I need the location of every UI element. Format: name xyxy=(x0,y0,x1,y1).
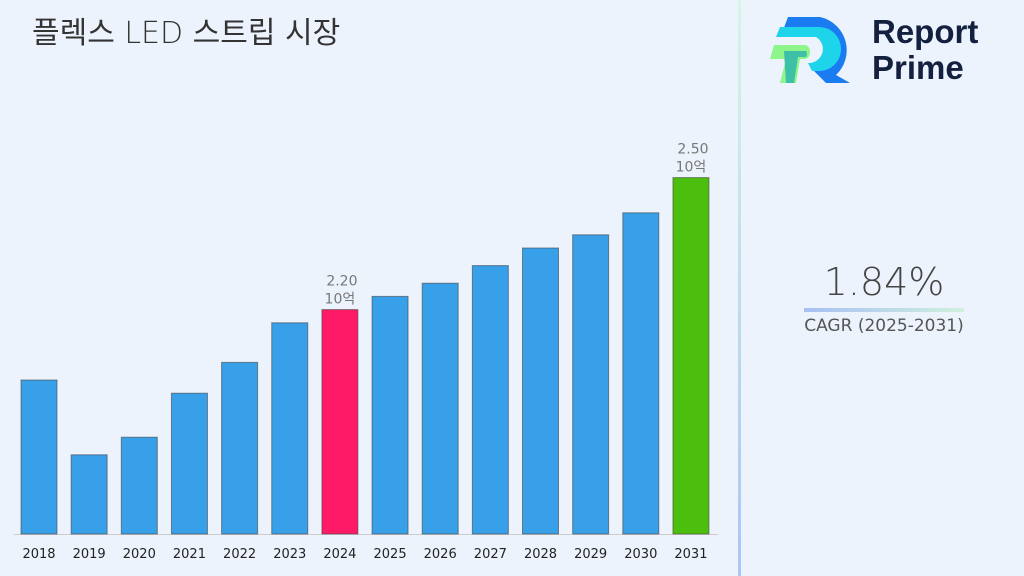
x-tick-label: 2021 xyxy=(173,547,206,562)
x-tick-label: 2027 xyxy=(474,547,507,562)
cagr-value: 1.84% xyxy=(823,260,945,304)
bar-2021 xyxy=(170,392,208,535)
bar-2028 xyxy=(522,247,559,535)
logo-line1: Report xyxy=(872,13,979,50)
x-tick-label: 2018 xyxy=(22,547,55,562)
logo-text: Report Prime xyxy=(872,14,978,86)
x-tick-label: 2023 xyxy=(273,547,306,562)
chart-title: 플렉스 LED 스트립 시장 xyxy=(32,16,341,51)
logo-line2: Prime xyxy=(872,49,964,86)
x-tick-label: 2029 xyxy=(574,547,607,562)
x-tick-label: 2024 xyxy=(323,547,356,562)
data-label-unit: 10억 xyxy=(325,292,356,308)
x-tick-label: 2031 xyxy=(674,547,707,562)
x-tick-label: 2030 xyxy=(624,547,657,562)
bar-2025 xyxy=(371,295,409,535)
bar-2024 xyxy=(321,309,359,535)
data-label-value: 2.20 xyxy=(326,274,357,290)
bar-2019 xyxy=(70,454,108,535)
bar-2030 xyxy=(622,212,660,535)
bar-2020 xyxy=(120,436,158,535)
x-tick-label: 2019 xyxy=(73,547,106,562)
bar-2022 xyxy=(221,361,259,535)
cagr-label: CAGR (2025-2031) xyxy=(804,316,964,336)
report-prime-logo-icon xyxy=(770,17,850,83)
cagr-underline xyxy=(804,308,964,312)
x-tick-label: 2022 xyxy=(223,547,256,562)
data-label-unit: 10억 xyxy=(676,160,707,176)
bar-2023 xyxy=(271,322,309,535)
x-tick-label: 2025 xyxy=(374,547,407,562)
bar-2026 xyxy=(421,282,459,535)
x-tick-label: 2026 xyxy=(424,547,457,562)
divider xyxy=(738,0,741,576)
bar-2029 xyxy=(572,234,610,535)
x-tick-label: 2020 xyxy=(123,547,156,562)
bar-chart: 2018 2019 2020 2021 2022 2023 2024 2.20 10억 2025 2… xyxy=(14,142,718,562)
bar-2031 xyxy=(672,177,710,535)
bar-2018 xyxy=(20,379,58,535)
data-label-value: 2.50 xyxy=(677,142,708,158)
bar-2027 xyxy=(471,265,509,535)
x-tick-label: 2028 xyxy=(524,547,557,562)
